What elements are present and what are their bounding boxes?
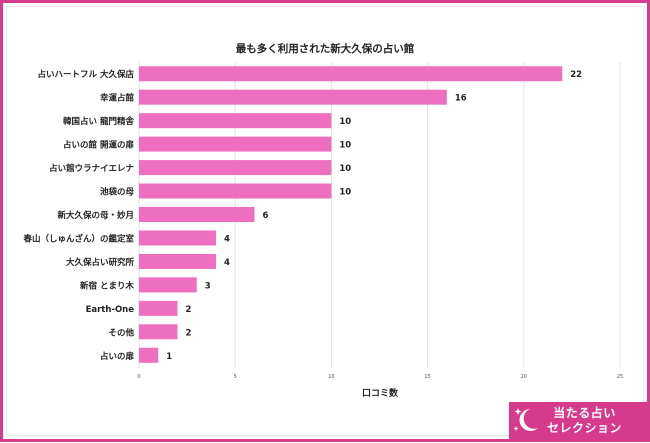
x-tick-label: 15 bbox=[424, 374, 430, 380]
value-label: 10 bbox=[339, 164, 351, 174]
moon-stars-icon bbox=[509, 402, 547, 439]
value-label: 10 bbox=[339, 188, 351, 198]
x-tick-labels: 0 5 10 15 20 25 bbox=[137, 374, 623, 380]
value-label: 4 bbox=[224, 234, 230, 244]
x-tick-label: 25 bbox=[617, 374, 623, 380]
category-label: 占いの館 開運の扉 bbox=[63, 140, 134, 151]
value-label: 10 bbox=[339, 117, 351, 127]
category-label: 新大久保の母・妙月 bbox=[57, 210, 134, 221]
value-label: 22 bbox=[570, 70, 582, 80]
category-label: 池袋の母 bbox=[100, 187, 135, 198]
category-label: 幸運占館 bbox=[100, 93, 135, 104]
bar bbox=[139, 254, 216, 269]
bar bbox=[139, 324, 177, 339]
bars bbox=[139, 66, 562, 363]
bar bbox=[139, 184, 331, 199]
value-label: 10 bbox=[339, 141, 351, 151]
chart-title: 最も多く利用された新大久保の占い館 bbox=[236, 42, 415, 55]
bar bbox=[139, 66, 562, 81]
value-label: 1 bbox=[166, 352, 172, 362]
x-tick-label: 5 bbox=[234, 374, 237, 380]
brand-line-1: 当たる占い bbox=[547, 406, 622, 421]
value-label: 6 bbox=[262, 211, 268, 221]
bar bbox=[139, 113, 331, 128]
category-label: その他 bbox=[108, 327, 134, 338]
bar bbox=[139, 90, 447, 105]
bar bbox=[139, 348, 158, 363]
x-tick-label: 10 bbox=[328, 374, 334, 380]
category-label: 占いハートフル 大久保店 bbox=[38, 69, 135, 80]
bar bbox=[139, 207, 254, 222]
category-label: 春山（しゅんざん）の鑑定室 bbox=[22, 233, 134, 244]
bar bbox=[139, 277, 197, 292]
x-axis-label: 口コミ数 bbox=[362, 387, 399, 399]
category-label: 占いの扉 bbox=[100, 351, 135, 362]
bar bbox=[139, 301, 177, 316]
x-tick-label: 0 bbox=[137, 374, 140, 380]
value-label: 16 bbox=[455, 94, 467, 104]
category-label: 占い館ウラナイエレナ bbox=[49, 163, 134, 174]
brand-badge[interactable]: 当たる占い セレクション bbox=[509, 402, 647, 439]
brand-line-2: セレクション bbox=[547, 421, 622, 436]
value-label: 2 bbox=[185, 328, 191, 338]
category-label: 大久保占い研究所 bbox=[66, 257, 135, 268]
category-label: 韓国占い 龍門精舎 bbox=[63, 116, 134, 127]
x-tick-label: 20 bbox=[521, 374, 527, 380]
value-label: 2 bbox=[185, 305, 191, 315]
bar bbox=[139, 137, 331, 152]
bar bbox=[139, 160, 331, 175]
value-label: 4 bbox=[224, 258, 230, 268]
category-label: Earth-One bbox=[86, 305, 135, 315]
category-label: 新宿 とまり木 bbox=[80, 280, 134, 291]
bar bbox=[139, 230, 216, 245]
value-label: 3 bbox=[205, 281, 211, 291]
